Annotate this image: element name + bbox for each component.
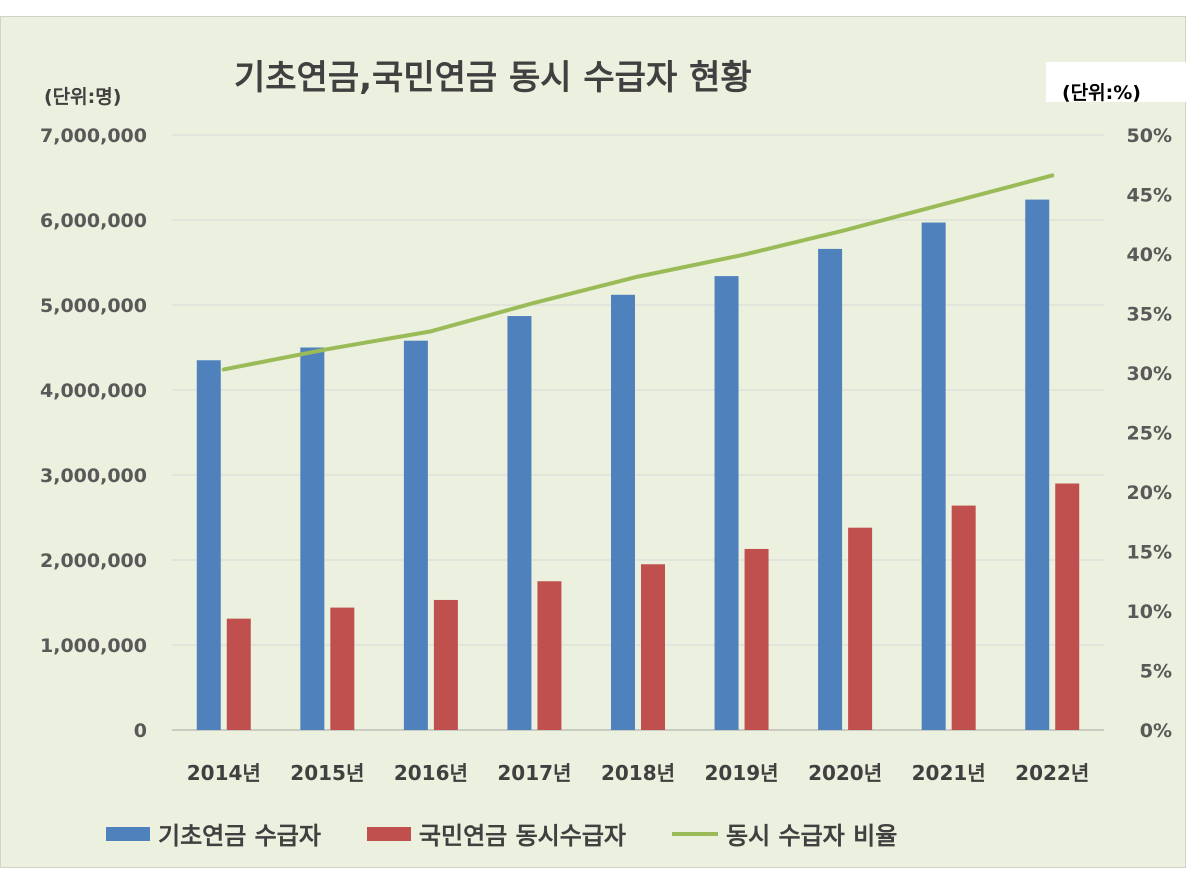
bar-national-pension [1055, 483, 1080, 730]
legend-swatch-basic-pension [106, 826, 150, 841]
y-right-tick-label: 45% [1127, 185, 1172, 207]
y-right-tick-label: 30% [1127, 363, 1172, 385]
right-unit-box [1046, 62, 1194, 102]
legend-item-basic-pension: 기초연금 수급자 [106, 816, 321, 851]
bar-national-pension [226, 618, 251, 730]
y-left-tick-label: 3,000,000 [40, 465, 147, 487]
y-right-tick-label: 40% [1127, 244, 1172, 266]
y-left-tick-label: 7,000,000 [40, 125, 147, 147]
y-right-tick-label: 0% [1140, 720, 1172, 742]
legend-item-ratio: 동시 수급자 비율 [672, 816, 897, 851]
legend-label-ratio: 동시 수급자 비율 [726, 822, 898, 850]
x-tick-label: 2016년 [394, 761, 468, 785]
right-axis-unit: (단위:%) [1062, 82, 1141, 104]
x-tick-label: 2015년 [290, 761, 364, 785]
bar-basic-pension [818, 248, 843, 730]
y-right-tick-label: 50% [1127, 125, 1172, 147]
y-left-tick-label: 6,000,000 [40, 210, 147, 232]
x-tick-label: 2021년 [912, 761, 986, 785]
y-right-tick-label: 20% [1127, 482, 1172, 504]
x-tick-label: 2019년 [705, 761, 779, 785]
bar-national-pension [744, 548, 769, 730]
y-right-tick-label: 5% [1140, 661, 1172, 683]
bar-basic-pension [196, 360, 221, 730]
legend: 기초연금 수급자 국민연금 동시수급자 동시 수급자 비율 [106, 816, 943, 851]
y-right-tick-label: 35% [1127, 304, 1172, 326]
y-right-tick-label: 10% [1127, 601, 1172, 623]
bar-basic-pension [611, 294, 635, 730]
bar-basic-pension [1025, 199, 1050, 731]
left-axis-unit: (단위:명) [44, 86, 122, 108]
bar-national-pension [848, 527, 873, 730]
legend-label-basic-pension: 기초연금 수급자 [158, 822, 321, 850]
y-left-tick-label: 2,000,000 [40, 550, 147, 572]
bar-national-pension [641, 564, 665, 730]
bar-basic-pension [714, 276, 739, 730]
y-left-tick-label: 4,000,000 [40, 380, 147, 402]
bar-national-pension [330, 607, 355, 730]
x-tick-label: 2020년 [808, 761, 882, 785]
x-tick-label: 2022년 [1015, 761, 1089, 785]
line-ratio [221, 173, 1055, 372]
x-tick-label: 2017년 [497, 761, 571, 785]
legend-swatch-national-pension [366, 826, 411, 841]
x-tick-label: 2018년 [601, 761, 675, 785]
bar-basic-pension [300, 347, 325, 730]
y-right-tick-label: 15% [1127, 542, 1172, 564]
y-right-tick-label: 25% [1127, 423, 1172, 445]
bar-national-pension [951, 505, 976, 730]
y-left-tick-label: 1,000,000 [40, 635, 147, 657]
legend-label-national-pension: 국민연금 동시수급자 [418, 822, 626, 850]
bar-national-pension [537, 581, 562, 730]
legend-item-national-pension: 국민연금 동시수급자 [366, 816, 626, 851]
bar-basic-pension [403, 340, 428, 730]
bar-basic-pension [507, 316, 532, 730]
x-tick-label: 2014년 [187, 761, 261, 785]
bar-national-pension [433, 599, 458, 730]
y-left-tick-label: 0 [134, 720, 147, 742]
bar-basic-pension [921, 222, 946, 731]
y-left-tick-label: 5,000,000 [40, 295, 147, 317]
legend-swatch-ratio [672, 831, 718, 836]
chart-title: 기초연금,국민연금 동시 수급자 현황 [234, 58, 752, 98]
